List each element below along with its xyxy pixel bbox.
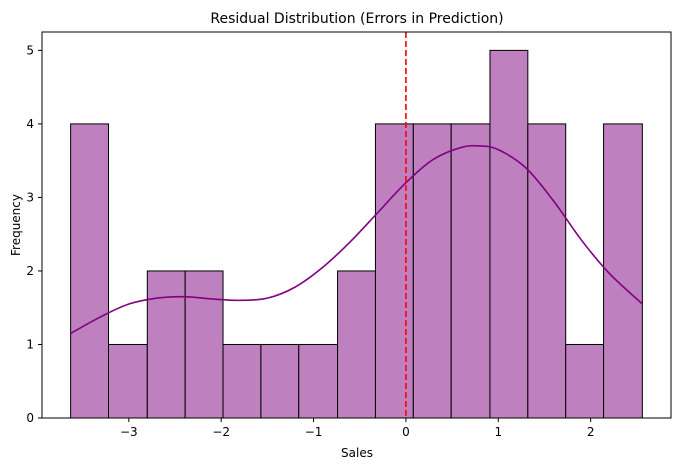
histogram-bar-13 (527, 123, 567, 419)
y-tick-label: 2 (26, 264, 34, 278)
y-tick-label: 1 (26, 337, 34, 351)
histogram-bar-4 (184, 270, 224, 419)
histogram-bars (70, 49, 643, 419)
histogram-bar-15 (603, 123, 643, 419)
x-tick-label: −3 (120, 425, 138, 439)
plot-frame (41, 31, 672, 419)
histogram-bar-2 (108, 343, 148, 419)
y-tick-label: 4 (26, 117, 34, 131)
histogram-bar-9 (374, 123, 414, 419)
y-tick-label: 0 (26, 411, 34, 425)
y-axis-ticks: 0 1 2 3 4 5 (26, 43, 42, 425)
x-axis-label: Sales (341, 446, 373, 460)
histogram-bar-7 (298, 343, 339, 419)
x-tick-label: 1 (494, 425, 502, 439)
histogram-bar-12 (489, 49, 529, 419)
histogram-bar-8 (337, 270, 376, 419)
chart-title: Residual Distribution (Errors in Predict… (210, 11, 503, 27)
histogram-bar-3 (146, 270, 186, 419)
histogram-bar-10 (412, 123, 452, 419)
x-axis-ticks: −3 −2 −1 0 1 2 (120, 418, 594, 439)
histogram-bar-11 (450, 123, 491, 419)
y-tick-label: 5 (26, 43, 34, 57)
histogram-bar-6 (260, 343, 300, 419)
y-axis-label: Frequency (9, 194, 23, 256)
x-tick-label: −1 (305, 425, 323, 439)
x-tick-label: −2 (212, 425, 230, 439)
histogram-bar-1 (70, 123, 110, 419)
kde-curve-group (70, 144, 643, 335)
x-tick-label: 0 (402, 425, 410, 439)
x-tick-label: 2 (587, 425, 595, 439)
histogram-bar-5 (222, 343, 262, 419)
y-tick-label: 3 (26, 190, 34, 204)
histogram-bar-14 (565, 343, 605, 419)
kde-curve (70, 144, 643, 335)
